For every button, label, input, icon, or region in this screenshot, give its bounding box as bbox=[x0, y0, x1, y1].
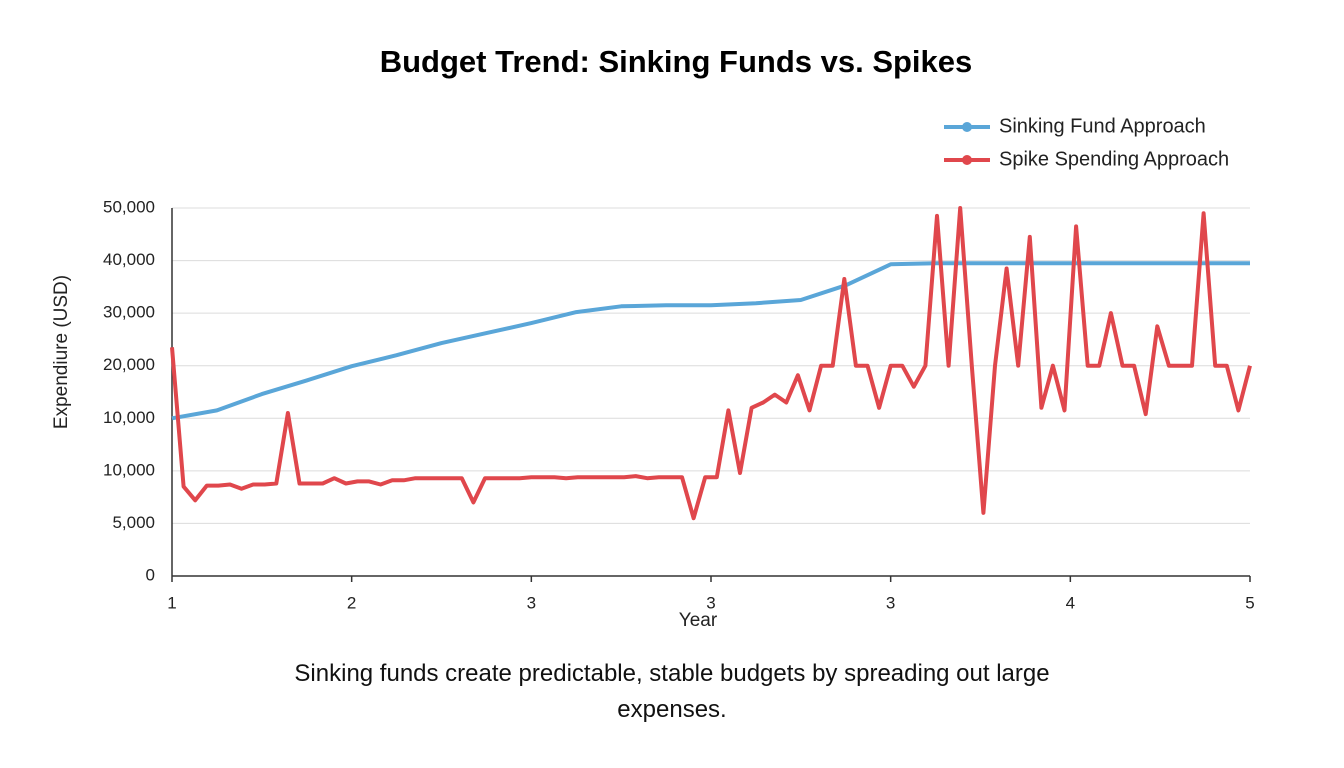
y-tick-label: 5,000 bbox=[112, 513, 155, 532]
y-tick-label: 50,000 bbox=[103, 197, 155, 216]
x-tick-label: 2 bbox=[347, 593, 356, 612]
chart-title: Budget Trend: Sinking Funds vs. Spikes bbox=[380, 44, 973, 79]
legend-marker bbox=[962, 155, 972, 165]
y-tick-label: 40,000 bbox=[103, 250, 155, 269]
x-tick-label: 3 bbox=[706, 593, 715, 612]
series-line bbox=[171, 261, 1250, 421]
x-tick-label: 5 bbox=[1245, 593, 1254, 612]
series-line bbox=[170, 206, 1252, 521]
x-axis-label: Year bbox=[679, 610, 718, 631]
legend-label: Spike Spending Approach bbox=[999, 148, 1229, 170]
caption: Sinking funds create predictable, stable… bbox=[294, 660, 1050, 723]
y-tick-label: 20,000 bbox=[103, 355, 155, 374]
y-tick-label: 10,000 bbox=[103, 460, 155, 479]
y-axis-label: Expendiure (USD) bbox=[51, 275, 72, 429]
legend-marker bbox=[962, 122, 972, 132]
y-tick-label: 10,000 bbox=[103, 408, 155, 427]
x-tick-label: 4 bbox=[1066, 593, 1075, 612]
x-tick-label: 1 bbox=[167, 593, 176, 612]
y-tick-label: 30,000 bbox=[103, 303, 155, 322]
y-tick-label: 0 bbox=[146, 565, 155, 584]
x-tick-label: 3 bbox=[886, 593, 895, 612]
x-tick-label: 3 bbox=[527, 593, 536, 612]
legend-label: Sinking Fund Approach bbox=[999, 115, 1206, 137]
